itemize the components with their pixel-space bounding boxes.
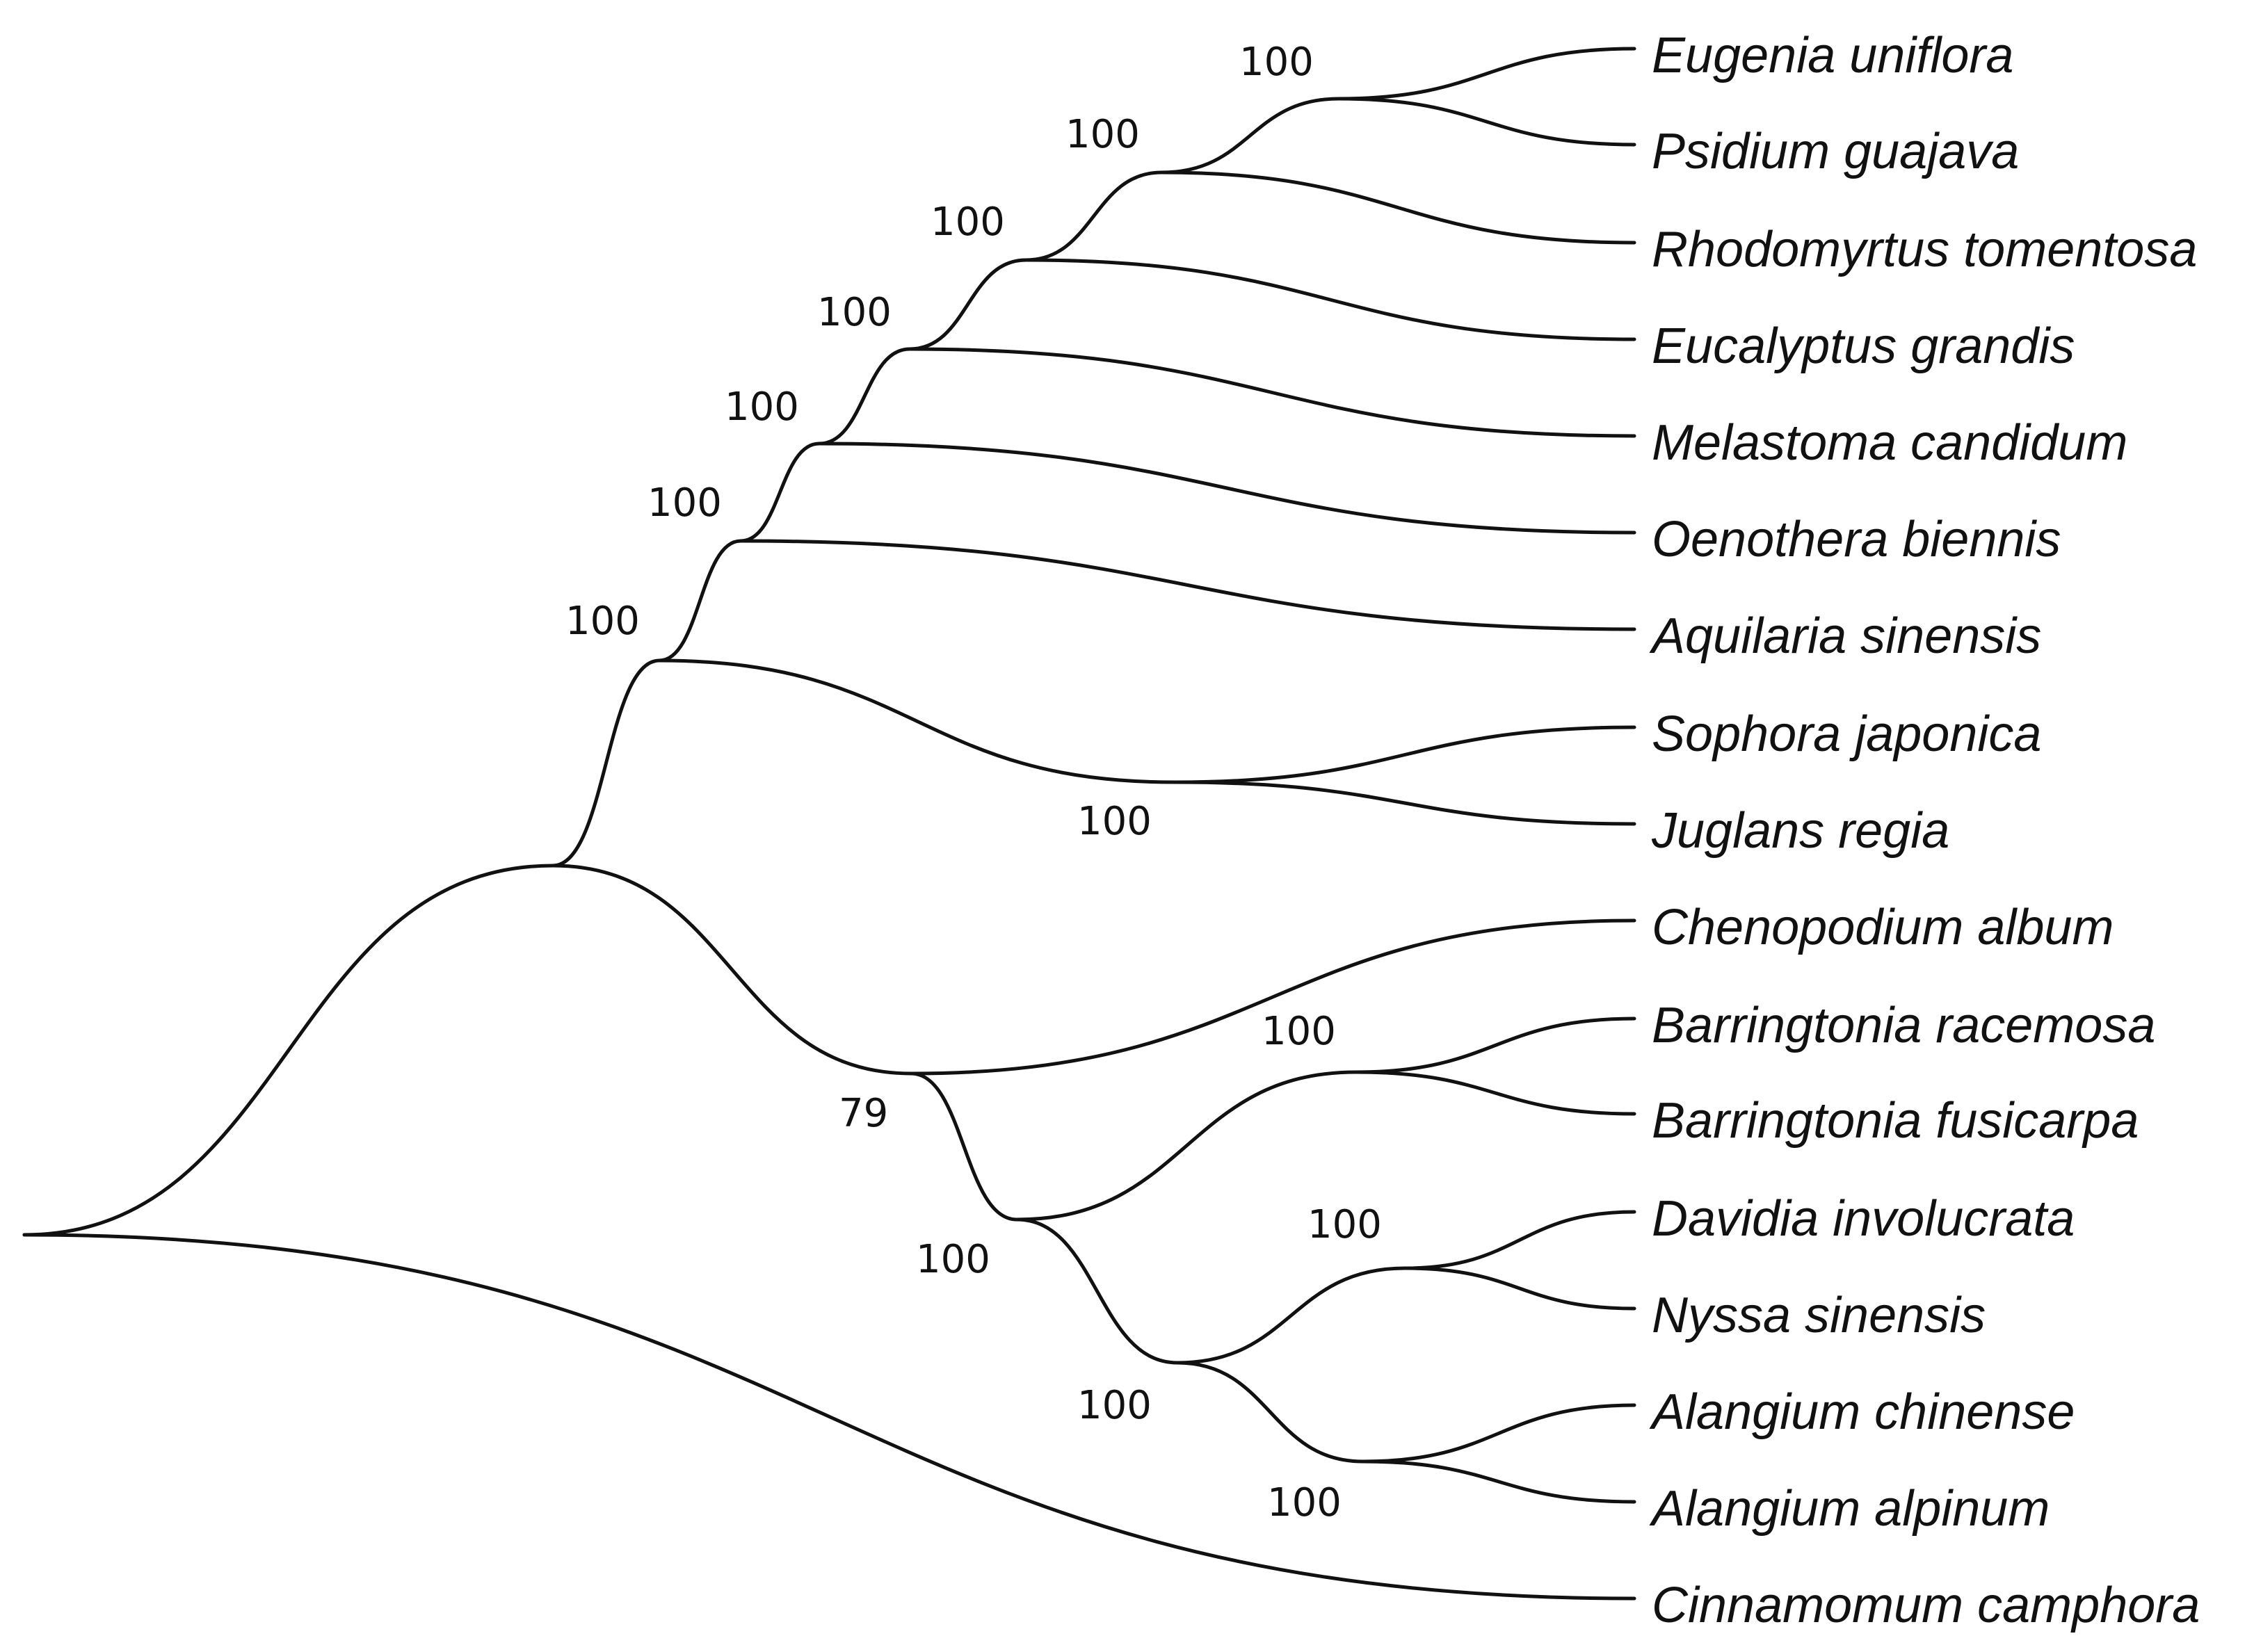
taxon-label: Barringtonia fusicarpa	[1652, 1093, 2139, 1149]
bootstrap-value: 100	[1262, 1009, 1336, 1054]
bootstrap-value: 100	[1239, 40, 1314, 85]
branch	[1354, 1017, 1636, 1074]
taxon-label: Psidium guajava	[1652, 124, 2019, 179]
branch	[657, 539, 743, 663]
branch	[1024, 258, 1636, 341]
taxon-label: Eugenia uniflora	[1652, 28, 2013, 83]
taxon-label: Chenopodium album	[1652, 900, 2114, 955]
branch	[551, 658, 661, 868]
branch	[657, 658, 1177, 784]
branch	[1159, 97, 1341, 175]
branch	[909, 918, 1636, 1076]
branch	[1015, 1217, 1180, 1365]
bootstrap-value: 79	[839, 1091, 888, 1136]
bootstrap-values: 100 100 100 100 100 100 100 100 79 100 1…	[565, 40, 1382, 1525]
taxon-label: Oenothera biennis	[1652, 512, 2061, 567]
bootstrap-value: 100	[1307, 1202, 1382, 1247]
taxon-label: Cinnamomum camphora	[1652, 1578, 2200, 1633]
branch	[1403, 1210, 1636, 1270]
taxon-label: Melastoma candidum	[1652, 415, 2127, 471]
bootstrap-value: 100	[817, 290, 892, 335]
taxon-label: Sophora japonica	[1652, 706, 2041, 762]
branch	[1024, 170, 1164, 262]
bootstrap-value: 100	[1065, 112, 1140, 157]
taxon-label: Nyssa sinensis	[1652, 1288, 1986, 1343]
branch	[1175, 1361, 1365, 1464]
branch	[1337, 97, 1636, 147]
taxon-label: Aquilaria sinensis	[1649, 608, 2041, 664]
bootstrap-value: 100	[1267, 1480, 1342, 1525]
bootstrap-value: 100	[725, 384, 799, 430]
bootstrap-value: 100	[1077, 1383, 1152, 1428]
branch	[1354, 1070, 1636, 1116]
branch	[1015, 1070, 1358, 1222]
branch	[551, 864, 913, 1076]
branch	[909, 1071, 1019, 1222]
branch	[817, 442, 1636, 535]
bootstrap-value: 100	[565, 599, 640, 644]
branch	[1175, 1266, 1407, 1365]
bootstrap-value: 100	[931, 200, 1005, 245]
branch	[908, 258, 1028, 351]
branch-outgroup	[22, 1233, 1636, 1601]
taxon-label: Rhodomyrtus tomentosa	[1652, 222, 2197, 277]
bootstrap-value: 100	[916, 1237, 990, 1282]
branch	[1337, 47, 1636, 101]
branch	[1403, 1266, 1636, 1311]
branch	[817, 347, 912, 446]
taxon-label: Alangium chinense	[1649, 1384, 2075, 1440]
branch	[908, 347, 1636, 438]
taxon-label: Eucalyptus grandis	[1652, 318, 2075, 374]
branch-ingroup	[22, 864, 555, 1237]
branch	[1173, 780, 1636, 826]
branch	[1361, 1459, 1636, 1504]
tree-branches	[22, 47, 1636, 1601]
branch	[739, 442, 821, 543]
branch	[1159, 170, 1636, 245]
taxon-label: Barringtonia racemosa	[1652, 998, 2155, 1053]
bootstrap-value: 100	[1077, 799, 1152, 844]
branch	[739, 539, 1636, 631]
bootstrap-value: 100	[647, 480, 722, 526]
taxon-label: Davidia involucrata	[1652, 1191, 2075, 1247]
branch	[1173, 725, 1636, 784]
taxon-label: Juglans regia	[1651, 803, 1949, 859]
taxon-labels: Eugenia uniflora Psidium guajava Rhodomy…	[1649, 28, 2200, 1633]
branch	[1361, 1403, 1636, 1464]
taxon-label: Alangium alpinum	[1649, 1481, 2050, 1537]
